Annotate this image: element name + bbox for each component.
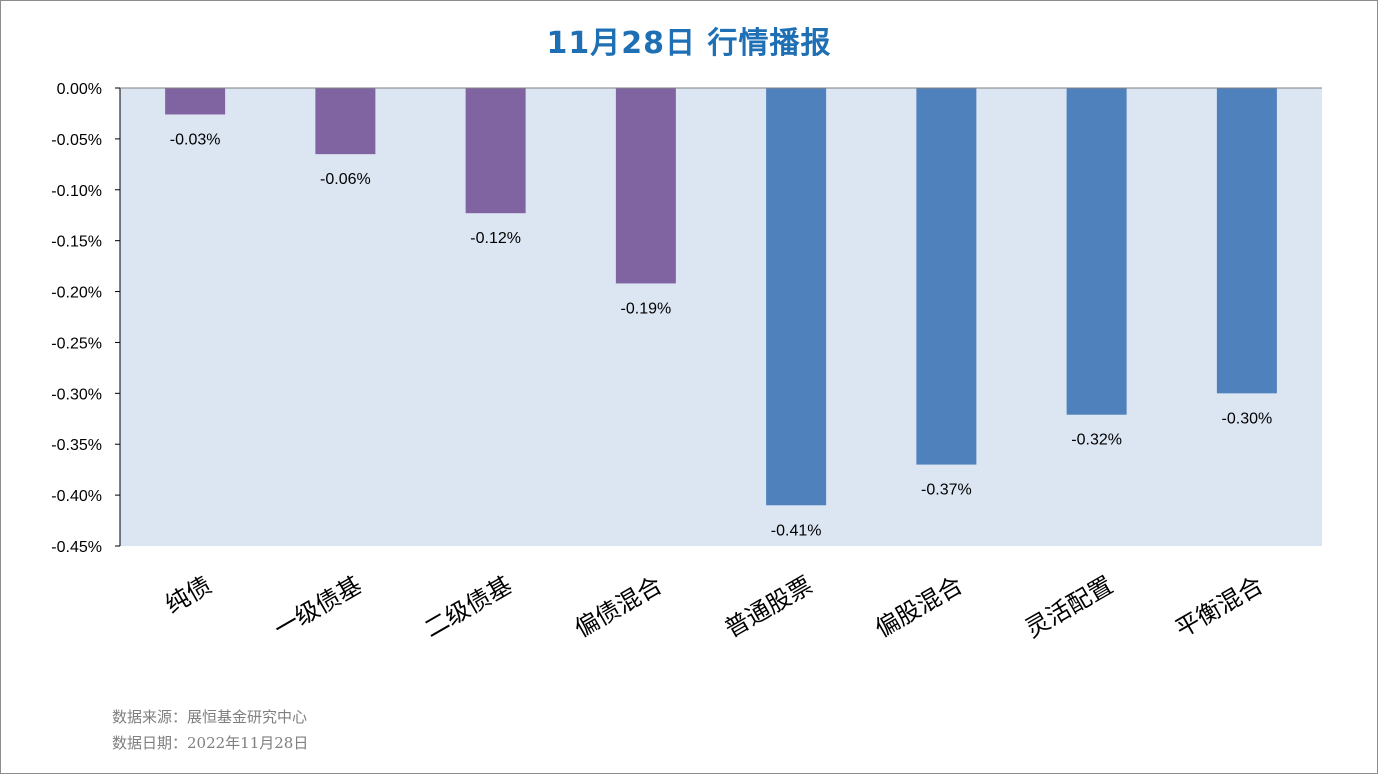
x-tick-label: 纯债	[161, 571, 217, 619]
data-label: -0.19%	[621, 300, 672, 317]
x-tick-label: 偏股混合	[870, 571, 967, 643]
x-tick-label: 普通股票	[720, 571, 817, 643]
bar	[465, 88, 526, 214]
bar	[916, 88, 977, 465]
bar	[1066, 88, 1127, 415]
data-label: -0.30%	[1222, 410, 1273, 427]
x-tick-label: 二级债基	[419, 571, 516, 643]
data-label: -0.06%	[320, 171, 371, 188]
chart-title: 11月28日 行情播报	[546, 26, 832, 61]
data-label: -0.32%	[1071, 432, 1122, 449]
plot-area	[120, 88, 1322, 546]
bar	[315, 88, 376, 155]
y-tick-label: -0.15%	[51, 234, 102, 251]
data-source-note: 数据来源：展恒基金研究中心	[112, 708, 308, 726]
x-tick-label: 平衡混合	[1171, 571, 1268, 643]
x-tick-label: 灵活配置	[1020, 571, 1117, 643]
x-tick-label: 偏债混合	[570, 571, 667, 643]
bar	[165, 88, 226, 115]
y-tick-label: 0.00%	[57, 81, 102, 98]
y-tick-label: -0.30%	[51, 386, 102, 403]
data-label: -0.37%	[921, 482, 972, 499]
y-tick-label: -0.25%	[51, 335, 102, 352]
y-tick-label: -0.45%	[51, 539, 102, 556]
data-date-note: 数据日期：2022年11月28日	[112, 734, 309, 752]
bar	[1216, 88, 1277, 394]
bar	[615, 88, 676, 284]
data-label: -0.03%	[170, 131, 221, 148]
y-tick-label: -0.40%	[51, 488, 102, 505]
x-tick-label: 一级债基	[269, 571, 366, 643]
data-label: -0.12%	[470, 230, 521, 247]
y-tick-label: -0.35%	[51, 437, 102, 454]
data-label: -0.41%	[771, 522, 822, 539]
y-tick-label: -0.20%	[51, 285, 102, 302]
bar	[766, 88, 827, 506]
y-tick-label: -0.10%	[51, 183, 102, 200]
y-tick-label: -0.05%	[51, 132, 102, 149]
